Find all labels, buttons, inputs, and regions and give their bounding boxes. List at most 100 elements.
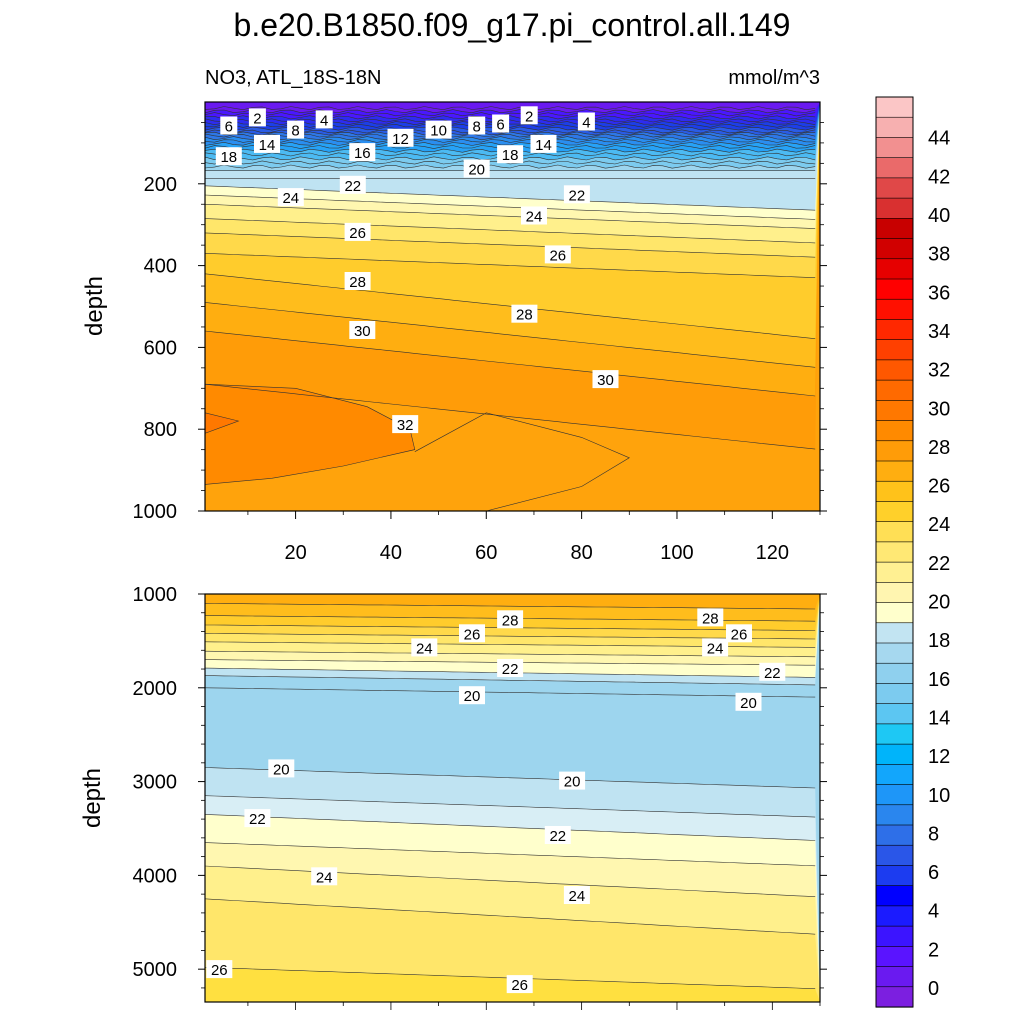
upper-contour-22 bbox=[205, 185, 816, 211]
upper-contour-label-box bbox=[349, 321, 376, 339]
lower-contour-label: 20 bbox=[464, 688, 481, 705]
upper-contour-label-box bbox=[463, 159, 490, 178]
colorbar-label: 10 bbox=[928, 785, 950, 807]
colorbar-label: 2 bbox=[928, 939, 939, 961]
lower-contour-label: 28 bbox=[702, 610, 719, 627]
upper-contour-label-box bbox=[344, 272, 371, 290]
colorbar-swatch bbox=[875, 784, 914, 806]
colorbar-swatch bbox=[875, 824, 914, 846]
lower-contour-label-box bbox=[244, 809, 271, 828]
colorbar-swatch bbox=[875, 177, 914, 199]
lower-panel-ylabel: depth bbox=[79, 768, 106, 828]
colorbar-label: 42 bbox=[928, 166, 950, 188]
lower-contour-label: 20 bbox=[273, 761, 290, 778]
colorbar-swatch bbox=[875, 764, 914, 786]
colorbar-swatch bbox=[875, 319, 914, 341]
upper-contour-12 bbox=[205, 138, 816, 143]
lower-contour-label-box bbox=[506, 975, 533, 994]
colorbar-label: 12 bbox=[928, 746, 950, 768]
upper-contour-29 bbox=[205, 302, 816, 368]
colorbar-swatch bbox=[875, 723, 914, 745]
upper-contour-label-box bbox=[544, 245, 571, 264]
colorbar-swatch bbox=[875, 905, 914, 927]
figure-title: b.e20.B1850.f09_g17.pi_control.all.149 bbox=[234, 7, 791, 43]
colorbar-swatch bbox=[875, 420, 914, 442]
lower-contour-label-box bbox=[268, 759, 295, 778]
upper-contour-label: 14 bbox=[535, 137, 552, 154]
upper-contour-label: 26 bbox=[349, 225, 366, 242]
upper-xtick-label: 100 bbox=[660, 542, 693, 564]
colorbar-label: 34 bbox=[928, 321, 950, 343]
upper-contour-label: 22 bbox=[569, 187, 586, 204]
lower-contour-label: 26 bbox=[464, 626, 481, 643]
colorbar-swatch bbox=[875, 602, 914, 624]
lower-panel-frame bbox=[204, 593, 821, 1003]
lower-ytick-label: 1000 bbox=[133, 584, 178, 606]
upper-contour-1 bbox=[205, 109, 816, 114]
colorbar-swatch bbox=[875, 116, 914, 139]
colorbar-frame bbox=[875, 96, 914, 1008]
upper-contour-label-box bbox=[530, 134, 557, 153]
colorbar-label: 20 bbox=[928, 592, 950, 614]
upper-contour-label-box bbox=[315, 110, 333, 129]
upper-xtick-label: 20 bbox=[284, 542, 306, 564]
colorbar-swatch bbox=[875, 218, 914, 240]
upper-contour-label: 28 bbox=[516, 307, 533, 324]
colorbar-label: 24 bbox=[928, 514, 950, 536]
upper-contour-label-box bbox=[392, 415, 419, 434]
upper-contour-label-box bbox=[220, 116, 238, 135]
colorbar-swatch bbox=[875, 925, 914, 947]
lower-deep-contour-25 bbox=[205, 898, 816, 935]
lower-contour-label-box bbox=[559, 771, 586, 790]
upper-contour-label-box bbox=[254, 134, 280, 153]
upper-ytick-label: 400 bbox=[144, 256, 177, 278]
lower-panel: 28 28 26 26 24 24 22 22 20 20 20 20 22 22 24 24 26 26 100… bbox=[79, 584, 827, 1010]
upper-contour-10 bbox=[205, 133, 816, 138]
upper-contour-label-box bbox=[521, 206, 547, 225]
colorbar-swatch bbox=[875, 804, 914, 826]
colorbar-label: 0 bbox=[928, 978, 939, 1000]
colorbar-swatch bbox=[875, 440, 914, 462]
colorbar-label: 8 bbox=[928, 823, 939, 845]
upper-contour-4 bbox=[205, 118, 816, 123]
upper-contour-label: 8 bbox=[291, 123, 299, 140]
upper-contour-label: 6 bbox=[225, 119, 233, 136]
upper-contour-33 bbox=[205, 412, 240, 434]
upper-contour-24 bbox=[205, 204, 816, 229]
lower-contour-label: 20 bbox=[740, 695, 757, 712]
upper-contour-8 bbox=[205, 129, 816, 134]
lower-contour-label-box bbox=[726, 624, 752, 643]
lower-contour-label-box bbox=[544, 826, 571, 844]
upper-contour-30 bbox=[205, 330, 816, 397]
upper-contour-label: 24 bbox=[526, 209, 543, 226]
upper-contour-label-box bbox=[468, 116, 486, 135]
upper-contour-label: 4 bbox=[582, 115, 590, 132]
lower-upper-contour-21 bbox=[205, 675, 816, 686]
upper-contour-25 bbox=[205, 218, 816, 244]
colorbar-label: 28 bbox=[928, 437, 950, 459]
lower-contour-label: 26 bbox=[731, 626, 748, 643]
upper-contour-3 bbox=[205, 115, 816, 120]
upper-contour-label: 18 bbox=[502, 147, 519, 164]
colorbar-swatch bbox=[875, 582, 914, 604]
colorbar-swatch bbox=[875, 278, 914, 300]
lower-contour-label-box bbox=[759, 662, 786, 681]
upper-contour-18 bbox=[205, 160, 816, 165]
lower-contour-label-box bbox=[459, 624, 485, 643]
upper-contour-label: 12 bbox=[392, 131, 409, 148]
upper-contour-label-box bbox=[287, 120, 305, 139]
lower-ytick-label: 5000 bbox=[133, 959, 178, 981]
lower-ytick-label: 4000 bbox=[133, 865, 178, 887]
colorbar-label: 30 bbox=[928, 398, 950, 420]
lower-contour-label: 24 bbox=[707, 640, 724, 657]
lower-panel-contours bbox=[205, 603, 816, 989]
upper-contour-label-box bbox=[248, 108, 266, 127]
lower-deep-contour-24 bbox=[205, 865, 816, 897]
upper-contour-label: 4 bbox=[320, 112, 328, 129]
lower-panel-contour-labels: 28 28 26 26 24 24 22 22 20 20 20 20 22 22 24 24 26 26 bbox=[206, 608, 786, 994]
colorbar-label: 18 bbox=[928, 630, 950, 652]
lower-deep-contour-21 bbox=[205, 795, 816, 818]
upper-contour-label-box bbox=[511, 304, 538, 323]
colorbar-label: 36 bbox=[928, 282, 950, 304]
upper-contour-label: 8 bbox=[473, 119, 481, 136]
